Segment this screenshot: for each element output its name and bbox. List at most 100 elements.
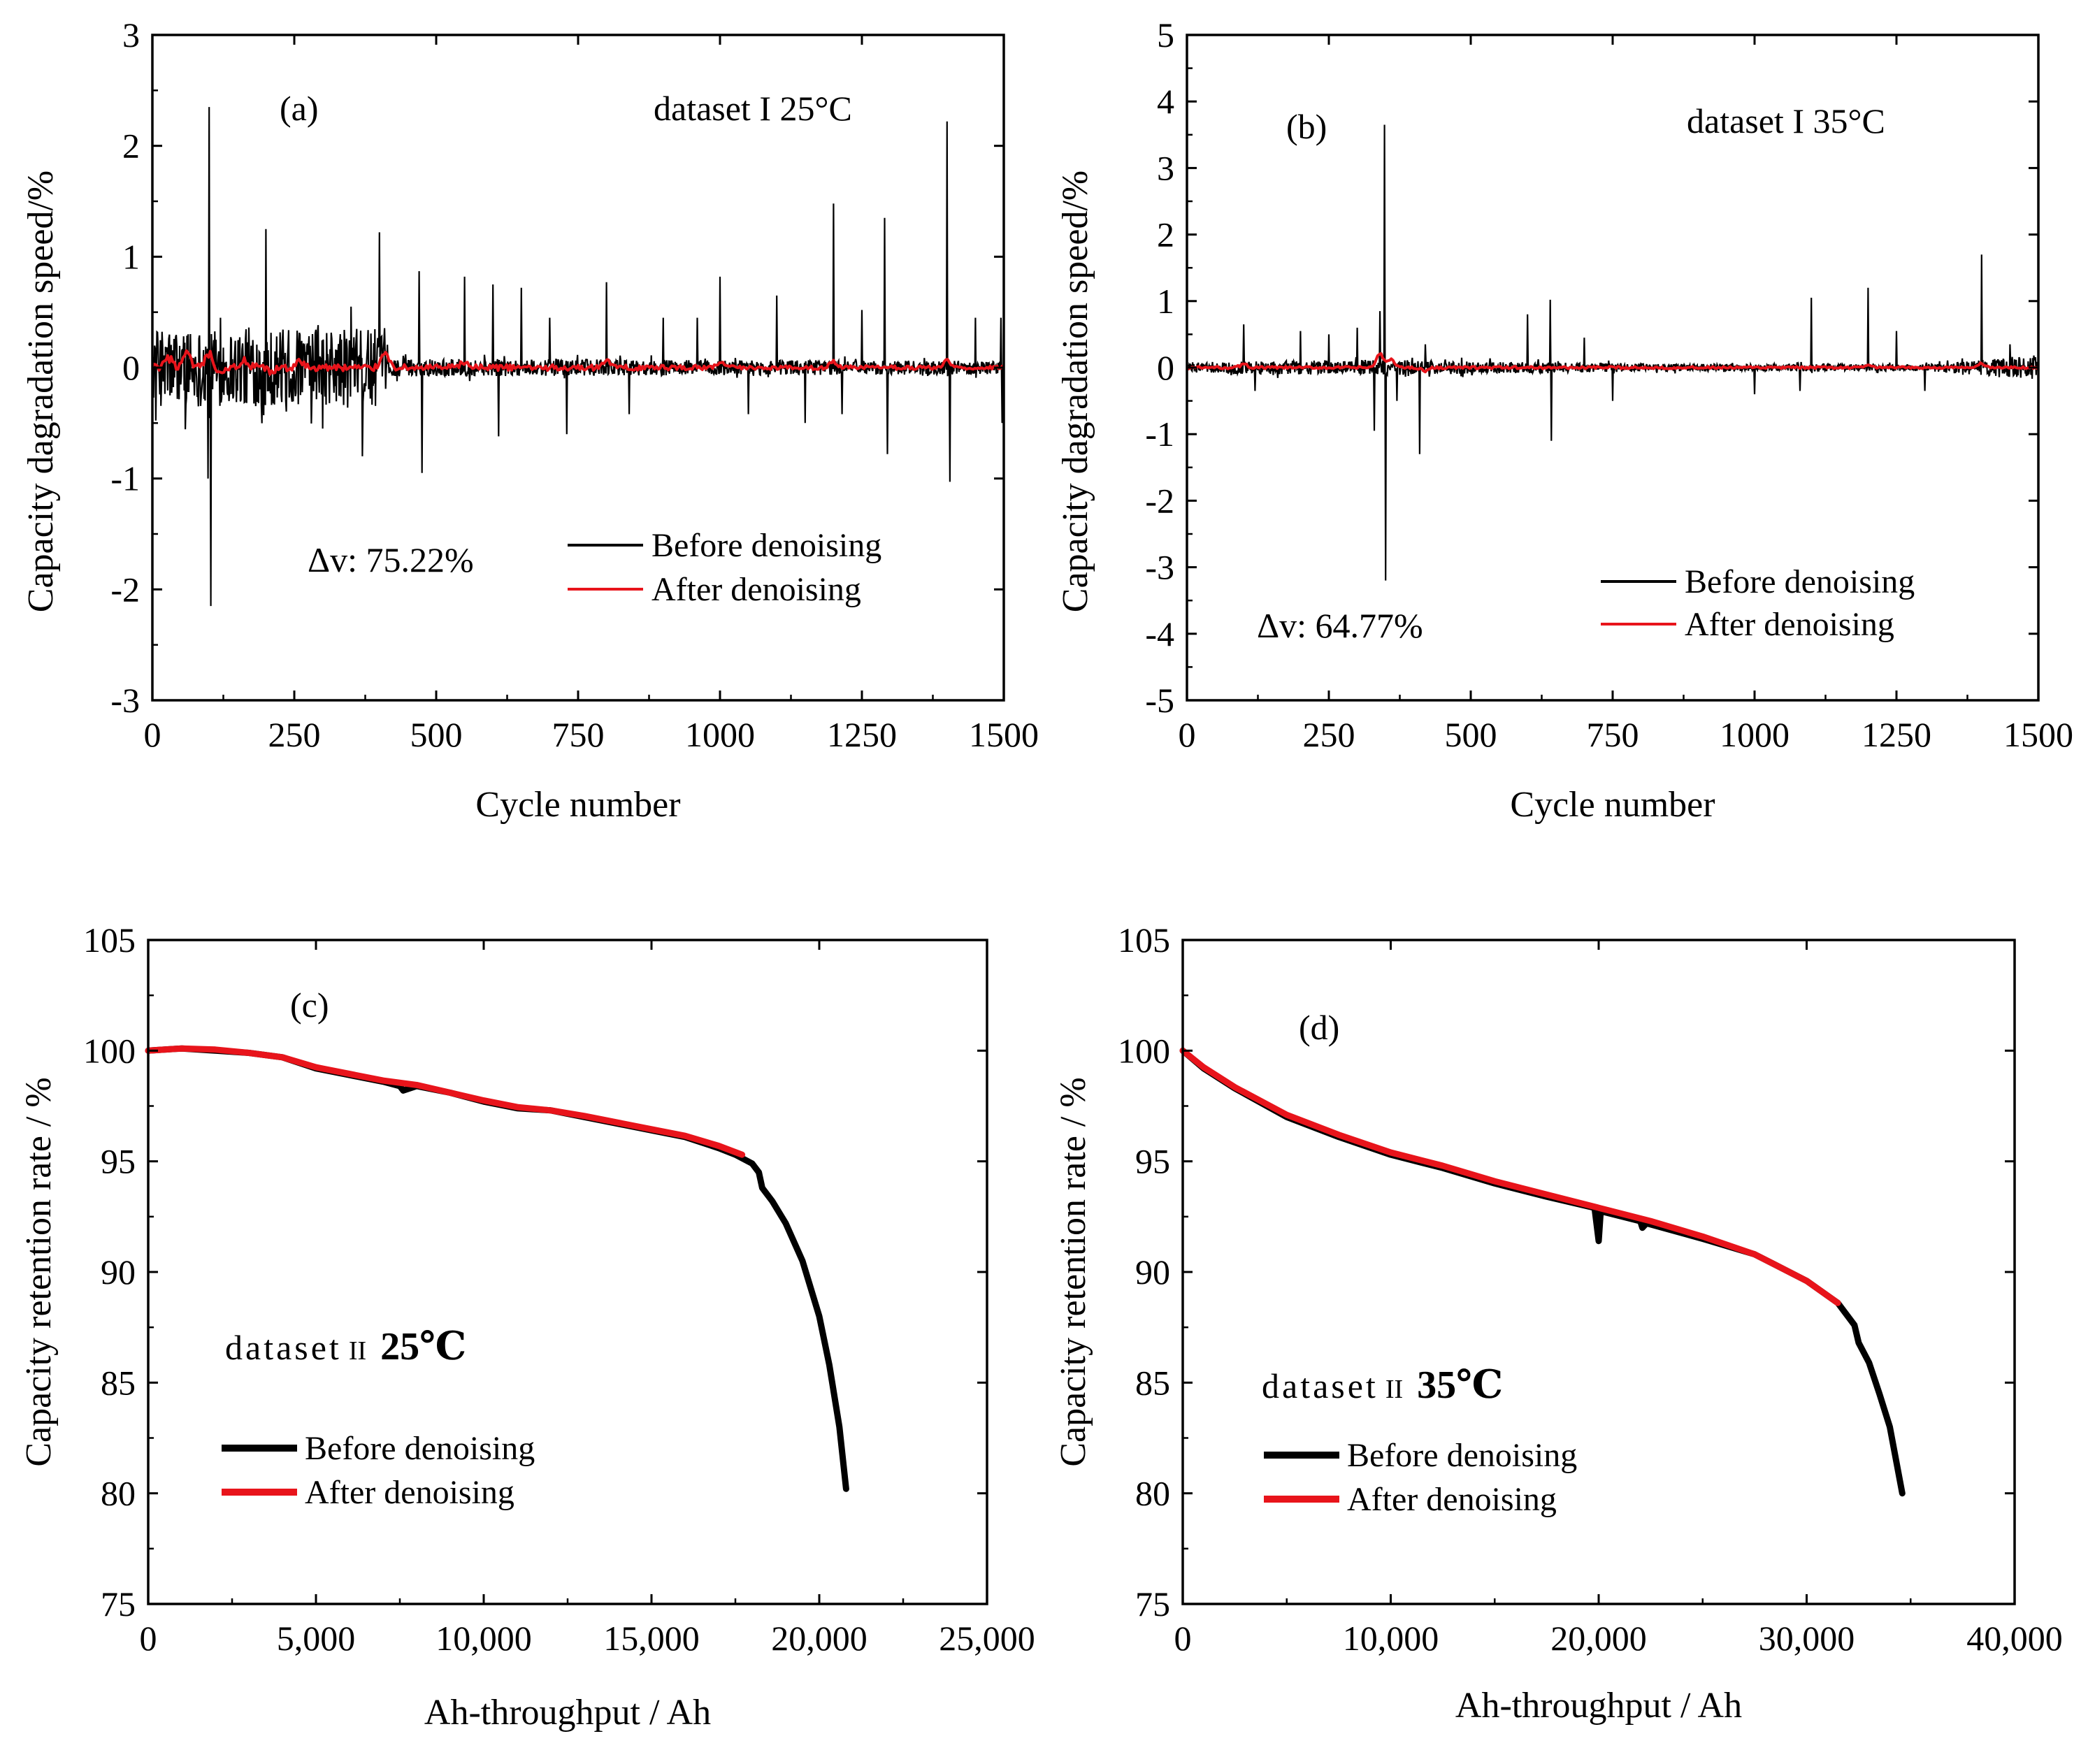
panel-a-legend-after-label: After denoising [651,571,861,608]
panel-a-x-tick-label: 1500 [969,715,1039,754]
panel-c-x-tick-label: 5,000 [277,1619,356,1658]
panel-c-dataset-roman: II [349,1336,366,1366]
panel-d-y-tick-label: 85 [1135,1363,1170,1402]
panel-a-y-tick-label: 3 [122,15,140,55]
panel-b-y-tick-label: -2 [1145,481,1174,520]
panel-a-x-tick-label: 1000 [685,715,755,754]
panel-d-y-axis-label: Capacity retention rate / % [1053,1077,1093,1466]
panel-a-legend-before-label: Before denoising [651,527,881,564]
panel-d-panel-label: (d) [1299,1008,1339,1047]
panel-b-panel-label: (b) [1286,107,1327,146]
panel-d-y-tick-label: 75 [1135,1584,1170,1624]
panel-c-x-tick-label: 10,000 [435,1619,532,1658]
panel-b-y-tick-label: 4 [1157,82,1174,121]
panel-d-y-tick-label: 100 [1118,1031,1170,1070]
panel-b-y-axis-label: Capacity dagradation speed/% [1056,171,1095,612]
panel-d-y-tick-label: 90 [1135,1252,1170,1292]
panel-c-x-tick-label: 15,000 [603,1619,700,1658]
panel-c-y-tick-label: 80 [101,1474,136,1513]
panel-c: 0 5,000 10,000 15,000 20,000 25,000 75 80 85 90 95… [19,920,1035,1733]
panel-b-y-tick-label: 3 [1157,148,1174,187]
panel-c-y-axis-label: Capacity retention rate / % [19,1077,59,1466]
panel-a-y-tick-label: 2 [122,126,140,166]
panel-c-panel-label: (c) [290,985,329,1025]
panel-d-y-tick-label: 95 [1135,1142,1170,1181]
panel-c-y-tick-label: 95 [101,1142,136,1181]
panel-d-x-tick-label: 0 [1174,1619,1192,1658]
panel-b-series-after-denoising [1186,352,2040,374]
panel-a-x-tick-label: 1250 [827,715,897,754]
panel-c-x-tick-label: 20,000 [771,1619,867,1658]
panel-b-y-tick-label: -4 [1145,614,1174,653]
panel-c-y-tick-label: 85 [101,1363,136,1402]
panel-c-series-after-denoising [145,1045,746,1158]
panel-b-x-tick-label: 1250 [1862,715,1931,754]
panel-b-x-tick-label: 500 [1445,715,1497,754]
panel-c-dataset-word: dataset [225,1328,342,1367]
panel-c-x-tick-label: 0 [140,1619,157,1658]
panel-a-x-axis-label: Cycle number [475,785,680,825]
panel-d-y-tick-label: 105 [1118,920,1170,960]
panel-a-y-tick-label: -2 [110,570,140,609]
panel-b-x-tick-label: 750 [1587,715,1639,754]
panel-b-y-tick-label: 2 [1157,215,1174,254]
panel-c-legend-after-label: After denoising [305,1474,514,1511]
panel-a-x-tick-label: 250 [268,715,321,754]
panel-d-series-after-denoising [1179,1047,1841,1306]
panel-d-dataset-word: dataset [1262,1366,1378,1405]
panel-b-legend-before-label: Before denoising [1685,563,1915,600]
panel-c-y-tick-label: 75 [101,1584,136,1624]
panel-b-x-tick-label: 250 [1303,715,1355,754]
panel-b-y-tick-label: 5 [1157,15,1174,55]
panel-a-series-after-denoising [151,349,1005,376]
panel-b: 0 250 500 750 1000 1250 1500 -5 -4 -3 -2 -1 0 1 2 3 4 5 C… [1056,15,2073,825]
panel-c-dataset-temp: 25℃ [380,1325,466,1368]
panel-d-dataset-roman: II [1385,1375,1403,1404]
panel-c-y-tick-label: 105 [83,920,136,960]
panel-a-x-tick-label: 750 [552,715,605,754]
panel-d-dataset-title: dataset II 35℃ [1262,1364,1503,1407]
panel-d-x-axis-label: Ah-throughput / Ah [1455,1686,1742,1726]
panel-b-x-tick-label: 1000 [1720,715,1790,754]
panel-a-panel-label: (a) [280,89,319,128]
panel-a-y-tick-label: -1 [110,459,140,498]
panel-a-y-tick-label: -3 [110,681,140,720]
panel-a: 0 250 500 750 1000 1250 1500 -3 -2 -1 0 1 2 3 Cycle n… [21,15,1039,825]
panel-d-dataset-temp: 35℃ [1417,1364,1503,1407]
panel-b-x-tick-label: 0 [1179,715,1196,754]
panel-a-dataset-title: dataset I 25°C [654,89,852,128]
panel-b-y-tick-label: -5 [1145,681,1174,720]
panel-d-y-tick-label: 80 [1135,1474,1170,1513]
panel-a-delta-v-annotation: Δv: 75.22% [308,540,474,579]
panel-b-delta-v-annotation: Δv: 64.77% [1257,606,1423,645]
panel-a-y-axis-label: Capacity dagradation speed/% [21,171,61,612]
panel-c-y-tick-label: 90 [101,1252,136,1292]
panel-a-series-before-denoising [151,107,1005,607]
panel-a-legend: Before denoising After denoising [568,527,881,608]
panel-d-x-tick-label: 10,000 [1343,1619,1439,1658]
panel-b-legend: Before denoising After denoising [1601,563,1915,643]
panel-d: 0 10,000 20,000 30,000 40,000 75 80 85 90 95 100 10… [1053,920,2063,1726]
panel-d-legend: Before denoising After denoising [1264,1437,1577,1518]
panel-a-x-tick-label: 500 [410,715,463,754]
panel-d-x-tick-label: 20,000 [1550,1619,1647,1658]
panel-d-x-tick-label: 30,000 [1759,1619,1855,1658]
panel-d-legend-after-label: After denoising [1347,1481,1557,1518]
panel-b-x-axis-label: Cycle number [1510,785,1715,825]
panel-c-legend-before-label: Before denoising [305,1430,535,1467]
panel-a-x-tick-label: 0 [144,715,161,754]
panel-a-y-tick-label: 1 [122,237,140,276]
panel-b-legend-after-label: After denoising [1685,606,1894,643]
panel-b-x-tick-label: 1500 [2003,715,2073,754]
panel-b-y-tick-label: 0 [1157,348,1174,387]
panel-d-x-tick-label: 40,000 [1966,1619,2063,1658]
panel-c-legend: Before denoising After denoising [222,1430,535,1511]
panel-a-y-tick-label: 0 [122,348,140,387]
panel-b-y-tick-label: -1 [1145,414,1174,454]
panel-c-dataset-title: dataset II 25℃ [225,1325,466,1368]
panel-c-x-axis-label: Ah-throughput / Ah [424,1693,711,1733]
panel-c-x-tick-label: 25,000 [939,1619,1035,1658]
panel-b-dataset-title: dataset I 35°C [1687,101,1885,140]
